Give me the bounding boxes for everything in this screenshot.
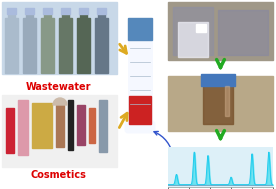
FancyBboxPatch shape <box>125 121 155 133</box>
Bar <box>168 76 273 131</box>
Bar <box>8 11 15 21</box>
Bar <box>6 108 14 153</box>
Bar <box>196 24 206 32</box>
Text: Wastewater: Wastewater <box>25 82 91 92</box>
Text: Fabric Phase: Fabric Phase <box>176 162 224 171</box>
Bar <box>5 18 18 73</box>
Bar <box>68 100 73 150</box>
Bar <box>56 105 64 147</box>
Bar <box>2 2 117 74</box>
Bar <box>44 11 51 21</box>
Bar <box>60 28 71 68</box>
Bar <box>2 95 117 167</box>
Bar <box>95 18 108 73</box>
Bar <box>6 28 17 68</box>
Bar <box>25 8 34 14</box>
Bar <box>89 108 95 143</box>
Bar <box>32 103 52 148</box>
Bar <box>59 18 72 73</box>
Bar <box>128 40 152 120</box>
Bar <box>97 8 106 14</box>
Bar <box>24 28 35 68</box>
Bar <box>23 18 36 73</box>
Bar <box>26 11 33 21</box>
Bar <box>79 8 88 14</box>
Bar <box>99 100 107 152</box>
Bar <box>225 86 229 116</box>
Bar <box>128 18 152 40</box>
Bar <box>77 105 85 145</box>
Bar <box>178 22 208 57</box>
Bar <box>173 7 213 55</box>
Bar <box>77 18 90 73</box>
Bar <box>168 2 273 60</box>
Bar <box>218 10 268 55</box>
Bar <box>43 8 52 14</box>
Bar <box>18 100 28 155</box>
Wedge shape <box>53 98 67 105</box>
Bar <box>96 28 107 68</box>
Bar <box>98 11 105 21</box>
Bar <box>7 8 16 14</box>
Bar <box>62 11 69 21</box>
Bar <box>78 28 89 68</box>
Bar <box>129 96 151 124</box>
Bar <box>61 8 70 14</box>
Bar <box>80 11 87 21</box>
Bar <box>42 28 53 68</box>
Bar <box>41 18 54 73</box>
Bar <box>203 82 233 124</box>
Text: Cosmetics: Cosmetics <box>30 170 86 180</box>
Bar <box>201 74 235 86</box>
